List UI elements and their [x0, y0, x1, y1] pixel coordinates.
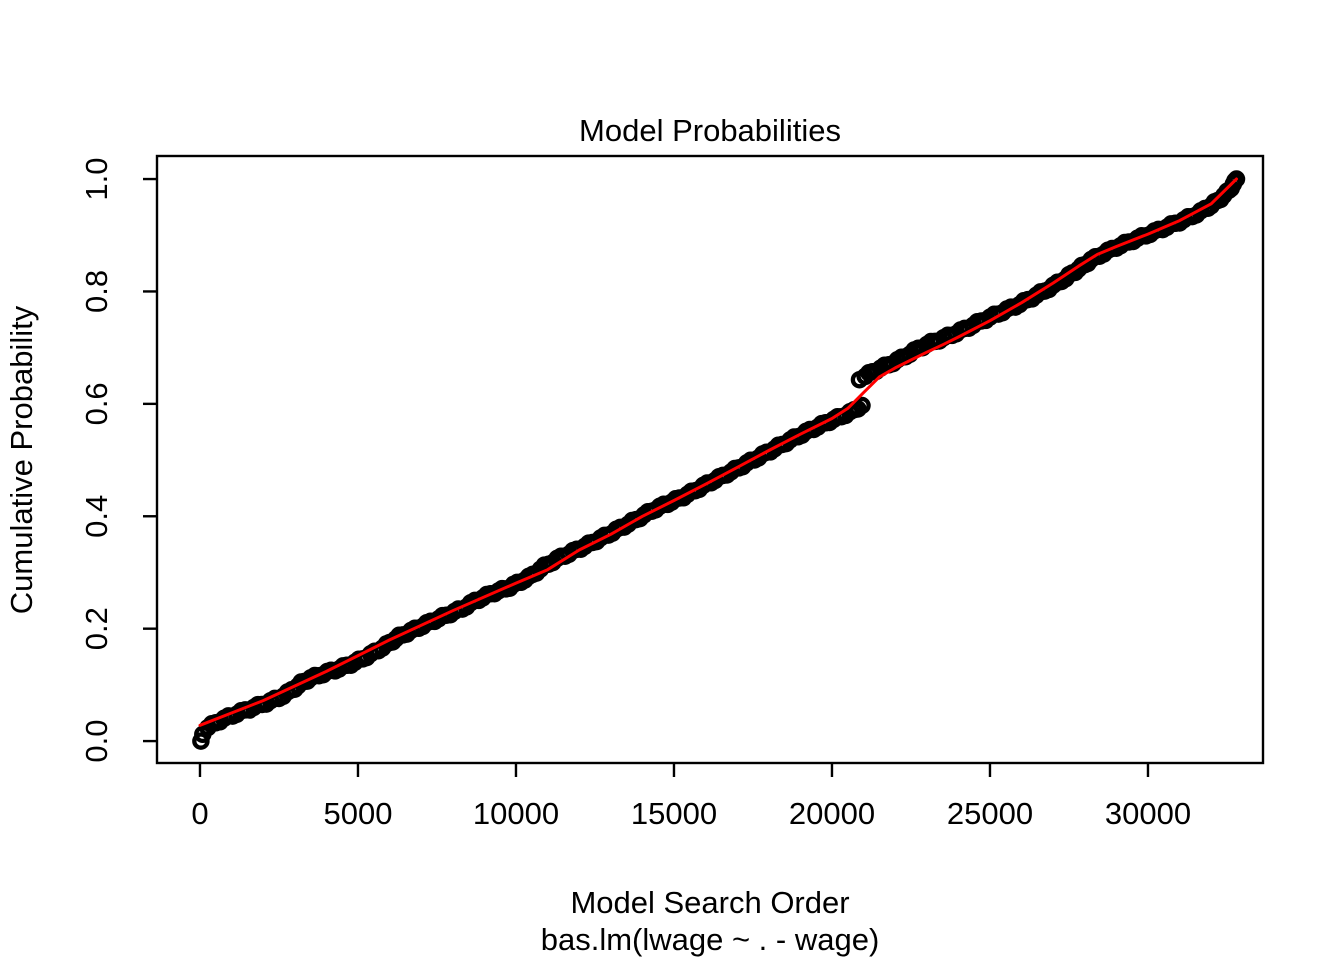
x-axis-ticks: 0 5000 10000 15000 20000 25000 30000 [191, 764, 1191, 831]
y-tick-label: 0.4 [79, 495, 114, 538]
x-tick-label: 0 [191, 796, 208, 831]
y-tick-label: 1.0 [79, 157, 114, 200]
data-point-circle [1227, 170, 1246, 188]
y-axis-ticks: 0.0 0.2 0.4 0.6 0.8 1.0 [79, 157, 156, 763]
y-axis-label: Cumulative Probability [4, 305, 39, 614]
x-tick-label: 30000 [1105, 796, 1191, 831]
data-point-circle [853, 396, 871, 415]
x-tick-label: 5000 [323, 796, 392, 831]
y-tick-label: 0.2 [79, 607, 114, 650]
x-tick-label: 20000 [789, 796, 875, 831]
x-tick-label: 10000 [473, 796, 559, 831]
y-tick-label: 0.0 [79, 720, 114, 763]
plot-title: Model Probabilities [579, 113, 841, 148]
y-tick-label: 0.6 [79, 382, 114, 425]
data-point-circle [850, 370, 869, 389]
fitted-line-path [198, 177, 1238, 727]
y-tick-label: 0.8 [79, 270, 114, 313]
data-point-circle [194, 725, 212, 744]
fitted-line [198, 177, 1238, 727]
scatter-points [192, 170, 1246, 750]
x-tick-label: 25000 [947, 796, 1033, 831]
plot-area-border [155, 154, 1265, 765]
x-axis-label: Model Search Order [570, 885, 849, 920]
x-tick-label: 15000 [631, 796, 717, 831]
x-axis-sublabel: bas.lm(lwage ~ . - wage) [541, 922, 880, 957]
